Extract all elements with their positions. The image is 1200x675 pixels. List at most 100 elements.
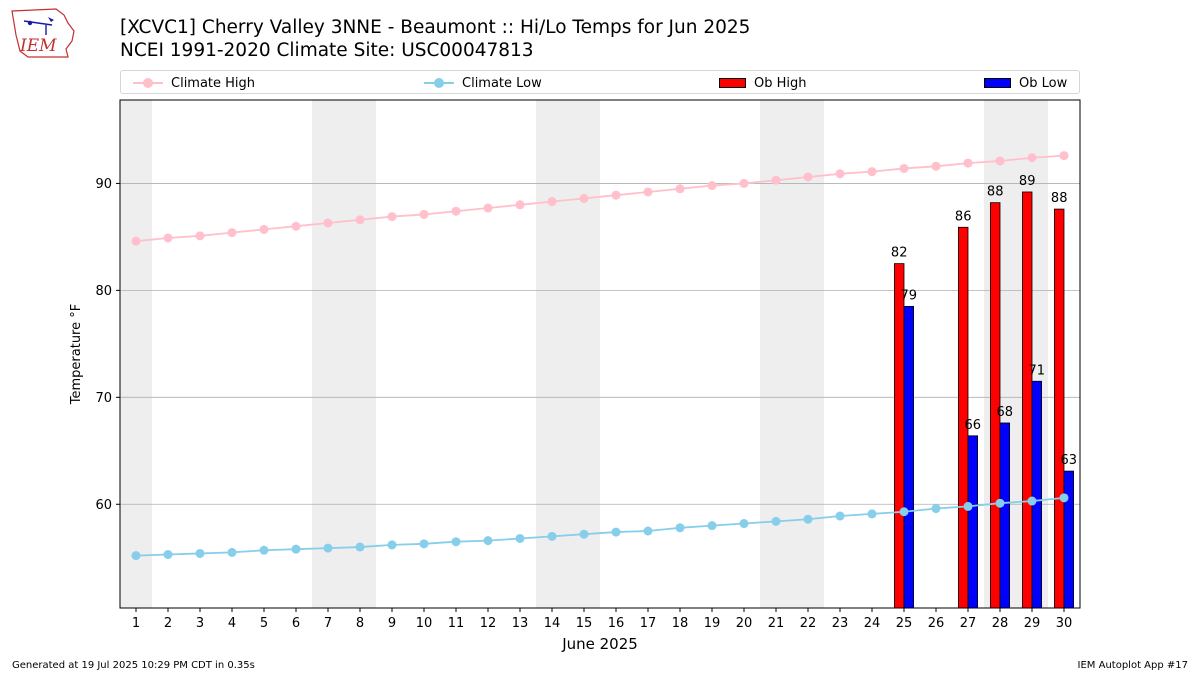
x-tick-label-29: 29 — [1024, 616, 1041, 631]
y-axis-label: Temperature °F — [69, 304, 84, 405]
weekend-shade-day-28 — [984, 100, 1016, 608]
x-axis-label: June 2025 — [561, 635, 638, 653]
climate-high-point-day-27 — [963, 158, 973, 168]
climate-high-point-day-20 — [739, 178, 749, 188]
x-tick-label-12: 12 — [480, 616, 497, 631]
ob-high-label-day-25: 82 — [891, 246, 908, 261]
climate-high-point-day-29 — [1027, 153, 1037, 163]
climate-low-point-day-12 — [483, 536, 493, 546]
ob-low-label-day-25: 79 — [901, 288, 918, 303]
climate-high-point-day-14 — [547, 197, 557, 207]
legend: Climate High Climate Low Ob High Ob Low — [120, 70, 1080, 94]
climate-low-point-day-21 — [771, 516, 781, 526]
y-tick-label-70: 70 — [95, 391, 112, 406]
chart-title: [XCVC1] Cherry Valley 3NNE - Beaumont ::… — [120, 17, 751, 38]
ob-low-bar-day-30 — [1063, 470, 1074, 609]
climate-low-point-day-6 — [291, 544, 301, 554]
x-tick-label-3: 3 — [196, 616, 204, 631]
y-tick-label-90: 90 — [95, 177, 112, 192]
x-tick-label-19: 19 — [704, 616, 721, 631]
gridlines — [120, 183, 1080, 505]
climate-low-point-day-16 — [611, 527, 621, 537]
x-tick-label-13: 13 — [512, 616, 529, 631]
ob-high-label-day-28: 88 — [987, 185, 1004, 200]
x-tick-label-16: 16 — [608, 616, 625, 631]
x-tick-label-17: 17 — [640, 616, 657, 631]
ob-low-bar-day-25 — [903, 306, 914, 609]
iem-logo: IEM — [11, 8, 75, 58]
climate-low-point-day-26 — [931, 504, 941, 514]
plot-frame — [119, 99, 1081, 609]
climate-high-point-day-12 — [483, 203, 493, 213]
x-tick-label-27: 27 — [960, 616, 977, 631]
climate-low-point-day-30 — [1059, 493, 1069, 503]
weekend-shade-day-15 — [568, 100, 600, 608]
weekend-shade-day-22 — [792, 100, 824, 608]
ob-high-label-day-29: 89 — [1019, 174, 1036, 189]
climate-low-point-day-28 — [995, 498, 1005, 508]
climate-low-point-day-23 — [835, 511, 845, 521]
climate-high-point-day-3 — [195, 231, 205, 241]
x-tick-label-5: 5 — [260, 616, 268, 631]
x-tick-label-14: 14 — [544, 616, 561, 631]
x-tick-label-25: 25 — [896, 616, 913, 631]
climate-low-point-day-17 — [643, 526, 653, 536]
legend-ob-low-label: Ob Low — [1019, 75, 1068, 91]
x-tick-label-20: 20 — [736, 616, 753, 631]
generated-timestamp: Generated at 19 Jul 2025 10:29 PM CDT in… — [12, 660, 255, 671]
climate-high-point-day-19 — [707, 181, 717, 191]
x-tick-label-9: 9 — [388, 616, 396, 631]
climate-high-point-day-11 — [451, 206, 461, 216]
climate-high-point-day-4 — [227, 228, 237, 238]
x-tick-label-21: 21 — [768, 616, 785, 631]
climate-low-point-day-24 — [867, 509, 877, 519]
weekend-shade-day-7 — [312, 100, 344, 608]
x-tick-label-8: 8 — [356, 616, 364, 631]
climate-high-line — [135, 154, 1065, 243]
legend-climate-high-marker — [133, 78, 163, 88]
climate-high-point-day-21 — [771, 175, 781, 185]
x-tick-label-24: 24 — [864, 616, 881, 631]
climate-low-point-day-5 — [259, 545, 269, 555]
ob-low-bar-day-27 — [967, 435, 978, 609]
ob-high-bar-day-30 — [1054, 208, 1065, 609]
legend-ob-low: Ob Low — [984, 71, 1067, 95]
legend-climate-low: Climate Low — [424, 71, 542, 95]
weekend-shade-day-1 — [120, 100, 152, 608]
climate-high-point-day-9 — [387, 212, 397, 222]
climate-high-point-day-7 — [323, 218, 333, 228]
climate-low-point-day-2 — [163, 550, 173, 560]
chart-subtitle: NCEI 1991-2020 Climate Site: USC00047813 — [120, 40, 534, 61]
observation-bars — [894, 191, 1074, 609]
climate-low-point-day-29 — [1027, 496, 1037, 506]
climate-low-point-day-1 — [131, 551, 141, 561]
climate-low-point-day-18 — [675, 523, 685, 533]
climate-high-point-day-24 — [867, 167, 877, 177]
x-tick-label-11: 11 — [448, 616, 465, 631]
climate-high-point-day-16 — [611, 190, 621, 200]
ob-high-label-day-30: 88 — [1051, 191, 1068, 206]
climate-high-point-day-26 — [931, 161, 941, 171]
legend-ob-high: Ob High — [719, 71, 807, 95]
x-tick-label-30: 30 — [1056, 616, 1073, 631]
climate-low-point-day-14 — [547, 531, 557, 541]
climate-high-point-day-8 — [355, 215, 365, 225]
climate-high-point-day-13 — [515, 200, 525, 210]
x-tick-label-15: 15 — [576, 616, 593, 631]
x-tick-label-10: 10 — [416, 616, 433, 631]
y-tick-label-60: 60 — [95, 498, 112, 513]
ob-low-bar-day-29 — [1031, 380, 1042, 609]
ob-low-bar-day-28 — [999, 422, 1010, 609]
x-tick-label-6: 6 — [292, 616, 300, 631]
climate-high-point-day-22 — [803, 172, 813, 182]
climate-low-point-day-4 — [227, 547, 237, 557]
climate-low-point-day-25 — [899, 507, 909, 517]
legend-climate-high-label: Climate High — [171, 75, 256, 91]
ob-high-bar-day-29 — [1022, 191, 1033, 609]
climate-low-point-day-15 — [579, 529, 589, 539]
bar-value-labels: 82 86 88 89 88 79 66 68 71 63 — [891, 174, 1077, 468]
ob-high-bar-day-27 — [958, 226, 969, 609]
x-tick-label-2: 2 — [164, 616, 172, 631]
x-tick-label-18: 18 — [672, 616, 689, 631]
climate-high-point-day-5 — [259, 224, 269, 234]
